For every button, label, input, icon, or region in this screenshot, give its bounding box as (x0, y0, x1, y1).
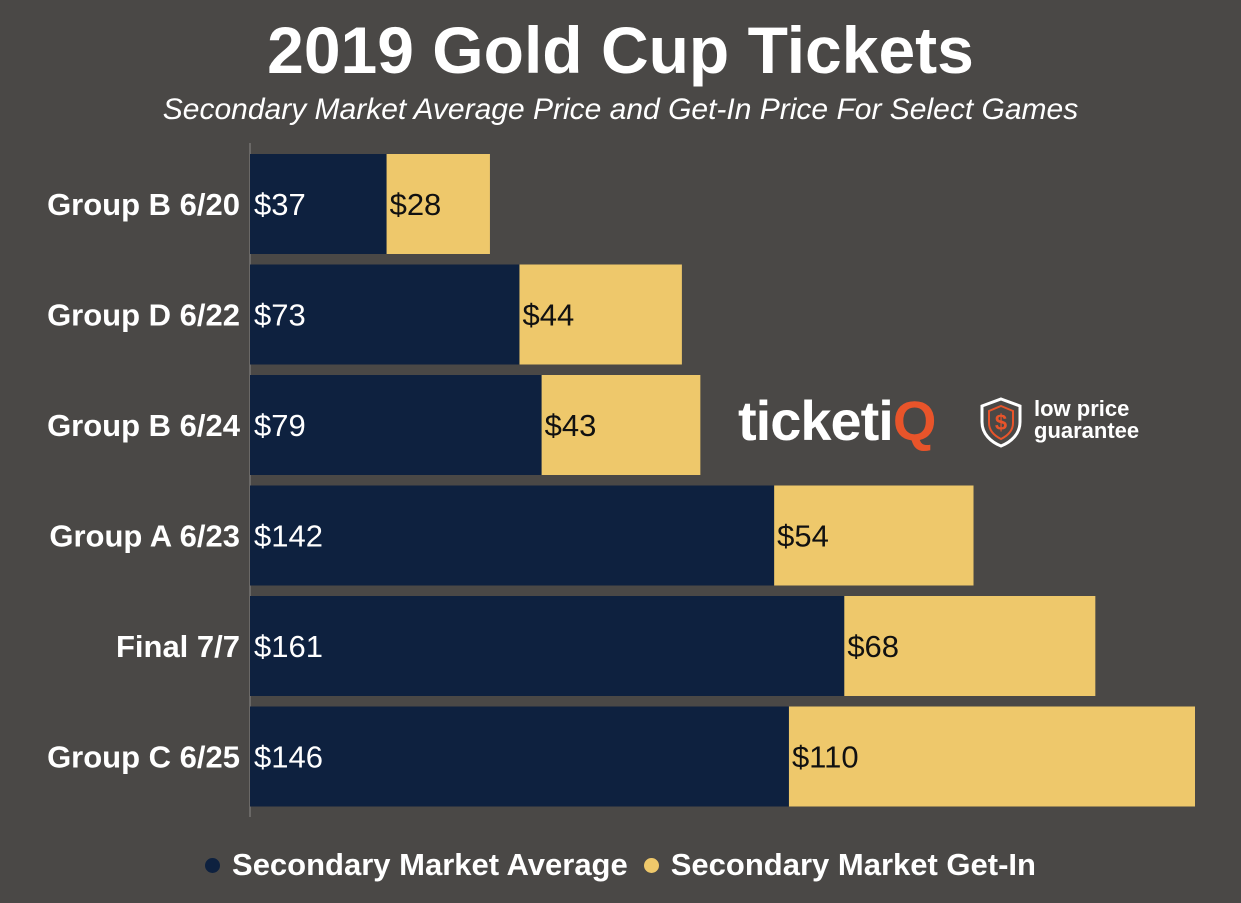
bar-average (250, 485, 775, 586)
legend-label-get-in: Secondary Market Get-In (670, 847, 1036, 882)
legend-swatch-average (205, 857, 221, 873)
ticketiq-logo: ticketiQ $ low price guarantee (738, 388, 1178, 458)
bar-get-in (386, 154, 490, 254)
category-label: Group B 6/20 (47, 187, 240, 222)
legend-item-get-in: Secondary Market Get-In (643, 843, 1036, 887)
category-label: Group A 6/23 (49, 519, 240, 554)
data-label-average: $73 (254, 298, 306, 333)
category-label: Group B 6/24 (47, 408, 241, 443)
bar-average (250, 706, 789, 807)
brand-wordmark: ticketiQ (738, 388, 937, 454)
bar-average (250, 264, 520, 365)
data-label-average: $142 (254, 519, 323, 554)
chart-subtitle: Secondary Market Average Price and Get-I… (162, 93, 1079, 126)
data-label-get-in: $68 (847, 629, 899, 664)
brand-tagline: low price guarantee (1034, 398, 1184, 442)
data-label-average: $79 (254, 408, 306, 443)
bar-get-in (519, 264, 682, 365)
brand-tagline-line2: guarantee (1034, 418, 1140, 443)
data-label-get-in: $110 (792, 740, 859, 775)
bar-get-in (774, 485, 974, 586)
legend-swatch-get-in (643, 857, 659, 873)
data-label-get-in: $54 (777, 519, 829, 554)
brand-wordmark-main: ticketi (738, 389, 894, 452)
bar-get-in (844, 596, 1096, 696)
brand-tagline-line1: low price (1034, 396, 1130, 421)
data-label-average: $146 (254, 740, 323, 775)
data-label-average: $161 (254, 629, 323, 664)
data-label-get-in: $28 (390, 187, 442, 222)
brand-wordmark-accent: Q (892, 389, 937, 452)
data-label-get-in: $43 (545, 408, 597, 443)
bar-get-in (788, 706, 1195, 807)
chart-legend: Secondary Market Average Secondary Marke… (0, 843, 1241, 887)
bar-average (250, 375, 542, 475)
dollar-shield-icon: $ (980, 397, 1022, 448)
data-label-get-in: $44 (522, 298, 574, 333)
category-label: Final 7/7 (116, 629, 240, 664)
category-label: Group C 6/25 (47, 740, 240, 775)
legend-label-average: Secondary Market Average (232, 847, 628, 882)
category-label: Group D 6/22 (47, 298, 240, 333)
chart-title: 2019 Gold Cup Tickets (267, 13, 974, 87)
bar-average (250, 596, 845, 696)
bar-get-in (541, 375, 701, 475)
legend-item-average: Secondary Market Average (205, 843, 628, 887)
svg-text:$: $ (995, 410, 1007, 435)
data-label-average: $37 (254, 187, 306, 222)
bar-average (250, 154, 387, 254)
